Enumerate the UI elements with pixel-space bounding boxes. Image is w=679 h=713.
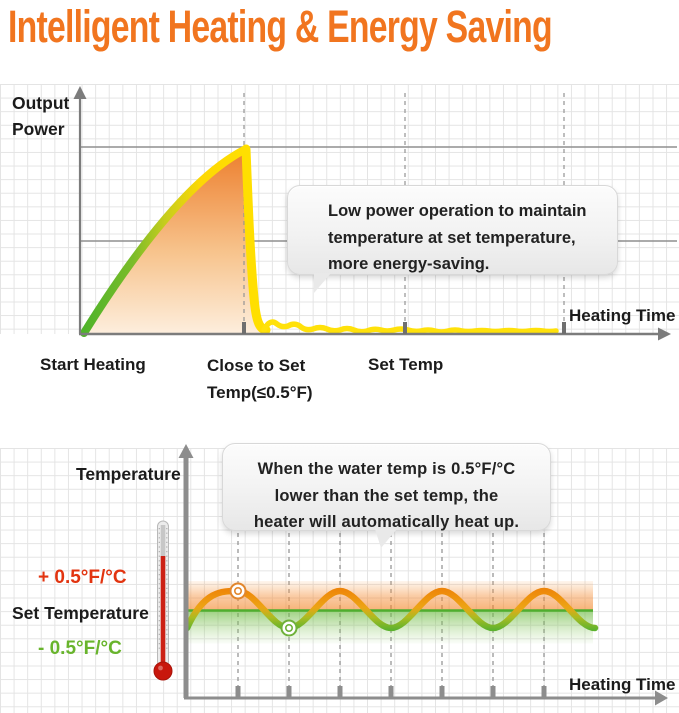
annotation-start-heating: Start Heating: [40, 355, 146, 374]
chart2-x-axis-arrow-icon: [655, 690, 668, 706]
power-area-fill: [84, 149, 266, 333]
chart2-callout-bubble: When the water temp is 0.5°F/°C lower th…: [222, 443, 551, 548]
chart1-callout-bubble: Low power operation to maintain temperat…: [287, 185, 618, 293]
set-temperature-label: Set Temperature: [12, 603, 149, 623]
chart2-x-ticks: [235, 686, 547, 698]
chart1-x-ticks: [242, 322, 566, 334]
trough-marker-icon: [280, 619, 298, 637]
chart1-callout-tail-icon: [314, 273, 331, 293]
thermometer-icon: [153, 520, 173, 681]
chart1-y-axis-arrow-icon: [73, 86, 87, 99]
annotation-set-temp: Set Temp: [368, 355, 444, 374]
upper-band-label: + 0.5°F/°C: [38, 567, 127, 588]
chart2-callout-tail-icon: [375, 529, 397, 548]
chart2-y-axis-label: Temperature: [76, 464, 181, 484]
lower-band-label: - 0.5°F/°C: [38, 638, 122, 659]
peak-marker-icon: [229, 582, 247, 600]
chart1-x-axis-label: Heating Time: [569, 306, 676, 325]
page-title: Intelligent Heating & Energy Saving: [8, 1, 553, 52]
chart2-x-axis-label: Heating Time: [569, 675, 676, 694]
chart1-callout-text: Low power operation to maintain temperat…: [328, 202, 587, 273]
chart1-y-axis-label: Output Power: [12, 93, 70, 139]
power-maintenance-wave: [261, 319, 559, 335]
chart1-x-axis-arrow-icon: [658, 327, 671, 341]
power-drop-curve: [241, 144, 271, 335]
annotation-close-to-set-temp: Close to Set Temp(≤0.5°F): [207, 356, 313, 402]
power-rise-curve: [80, 145, 250, 337]
temperature-wave: [183, 587, 599, 632]
chart2-y-axis-arrow-icon: [178, 444, 194, 458]
chart2-plot: [153, 444, 668, 706]
chart2-callout-text: When the water temp is 0.5°F/°C lower th…: [253, 460, 520, 531]
